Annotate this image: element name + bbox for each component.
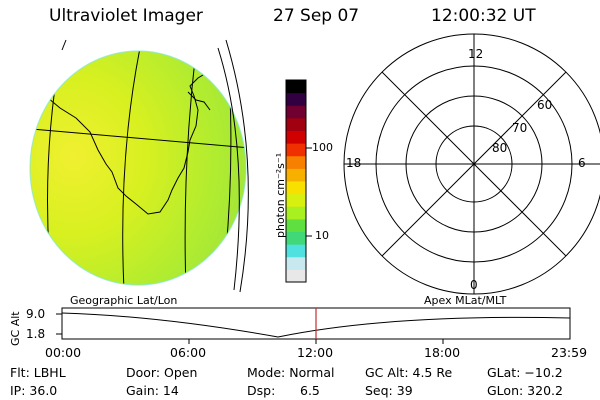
polar-plot xyxy=(343,33,600,295)
apex-title: Apex MLat/MLT xyxy=(424,294,507,307)
time-tick-1: 06:00 xyxy=(170,345,207,360)
glon-status: GLon: 320.2 xyxy=(487,383,563,398)
mode-status: Mode: Normal xyxy=(247,365,335,380)
gc-alt-status: GC Alt: 4.5 Re xyxy=(365,365,453,380)
colorbar-band xyxy=(286,218,306,233)
filter-status: Flt: LBHL xyxy=(10,365,66,380)
polar-label-60: 60 xyxy=(537,98,553,112)
colorbar-band xyxy=(286,206,306,220)
colorbar-band xyxy=(286,193,306,207)
timeline-plot xyxy=(56,307,571,344)
colorbar-band xyxy=(286,155,306,169)
colorbar-band xyxy=(286,117,306,132)
glat-status: GLat: −10.2 xyxy=(487,365,563,380)
dsp-label: Dsp: xyxy=(247,383,276,398)
polar-label-80: 80 xyxy=(492,141,508,155)
colorbar-band xyxy=(286,80,306,94)
time-tick-2: 12:00 xyxy=(297,345,334,360)
y-tick-bottom: 1.8 xyxy=(26,327,46,341)
seq-status: Seq: 39 xyxy=(365,383,413,398)
ip-status: IP: 36.0 xyxy=(10,383,58,398)
colorbar xyxy=(286,80,306,283)
door-status: Door: Open xyxy=(126,365,198,380)
time-label: 12:00:32 UT xyxy=(431,6,536,26)
date-label: 27 Sep 07 xyxy=(273,6,360,26)
time-tick-3: 18:00 xyxy=(424,345,461,360)
colorbar-unit-label: photon cm⁻²s⁻¹ xyxy=(274,152,287,238)
polar-label-6: 6 xyxy=(578,156,586,170)
time-tick-0: 00:00 xyxy=(45,345,82,360)
polar-label-18: 18 xyxy=(346,156,362,170)
polar-label-70: 70 xyxy=(512,121,528,135)
colorbar-label-10: 10 xyxy=(315,229,329,242)
gc-alt-axis-label: GC Alt xyxy=(9,311,22,346)
grid-lines-outer xyxy=(61,39,249,293)
dsp-value: 6.5 xyxy=(300,383,320,398)
geographic-title: Geographic Lat/Lon xyxy=(70,294,178,307)
gain-status: Gain: 14 xyxy=(126,383,179,398)
colorbar-band xyxy=(286,231,306,245)
colorbar-band xyxy=(286,105,306,119)
colorbar-band xyxy=(286,244,306,258)
colorbar-label-100: 100 xyxy=(312,141,333,154)
colorbar-band xyxy=(286,92,306,106)
colorbar-band xyxy=(286,256,306,270)
instrument-title: Ultraviolet Imager xyxy=(49,6,203,26)
colorbar-band xyxy=(286,168,306,182)
colorbar-band xyxy=(286,181,306,195)
polar-label-0: 0 xyxy=(470,278,478,292)
y-tick-top: 9.0 xyxy=(26,307,46,321)
polar-label-12: 12 xyxy=(468,47,484,61)
uv-earth-image xyxy=(29,50,247,286)
colorbar-band xyxy=(286,269,306,283)
colorbar-band xyxy=(286,143,306,157)
colorbar-band xyxy=(286,130,306,144)
time-tick-4: 23:59 xyxy=(551,345,588,360)
colorbar-frame xyxy=(285,79,307,283)
